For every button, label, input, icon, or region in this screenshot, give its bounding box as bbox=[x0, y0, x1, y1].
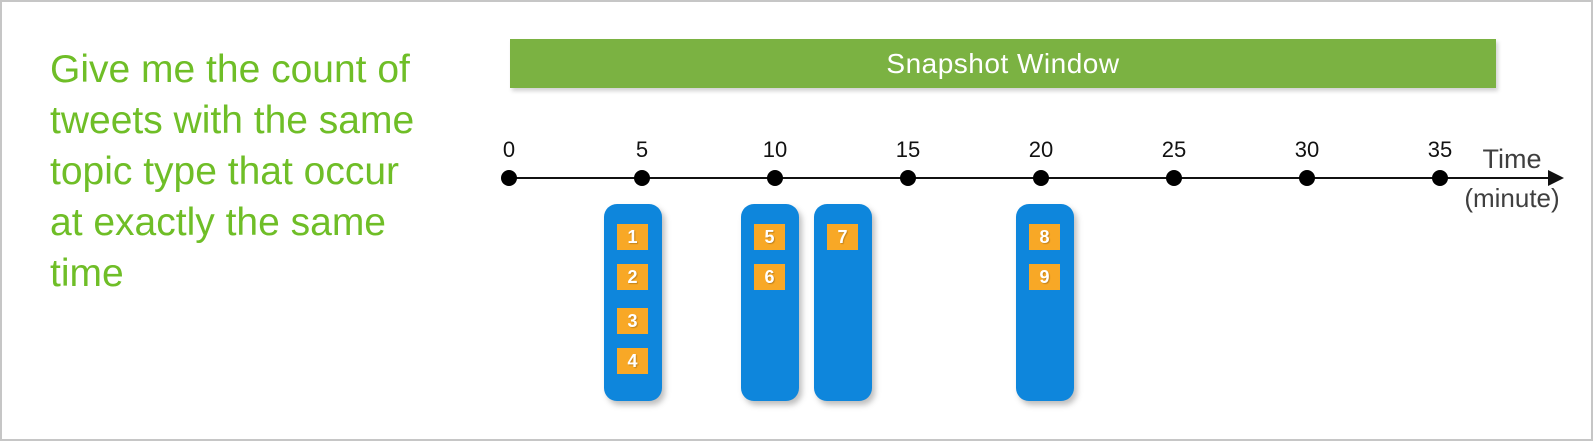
tick-label-30: 30 bbox=[1294, 137, 1320, 162]
timeline-dot-15 bbox=[900, 170, 916, 186]
question-line: at exactly the same bbox=[50, 201, 386, 244]
question-line: topic type that occur bbox=[50, 150, 400, 193]
tweet-5: 5 bbox=[754, 224, 785, 250]
tweet-9: 9 bbox=[1029, 264, 1060, 290]
tweet-1: 1 bbox=[617, 224, 648, 250]
timeline-arrowhead-icon bbox=[1548, 170, 1564, 186]
tweet-7: 7 bbox=[827, 224, 858, 250]
question-line: Give me the count of bbox=[50, 48, 410, 91]
tweet-3: 3 bbox=[617, 308, 648, 334]
tick-label-15: 15 bbox=[895, 137, 921, 162]
timeline-dot-10 bbox=[767, 170, 783, 186]
timeline-dot-5 bbox=[634, 170, 650, 186]
question-line: time bbox=[50, 252, 124, 295]
tweet-4: 4 bbox=[617, 348, 648, 374]
tick-label-10: 10 bbox=[762, 137, 788, 162]
timeline-dot-25 bbox=[1166, 170, 1182, 186]
tick-label-25: 25 bbox=[1161, 137, 1187, 162]
snapshot-window-banner: Snapshot Window bbox=[510, 39, 1496, 88]
tweet-group-minute-5: 1 2 3 4 bbox=[604, 204, 662, 401]
tick-label-20: 20 bbox=[1028, 137, 1054, 162]
timeline-axis bbox=[509, 177, 1550, 179]
tweet-2: 2 bbox=[617, 264, 648, 290]
timeline-dot-0 bbox=[501, 170, 517, 186]
snapshot-window-label: Snapshot Window bbox=[886, 47, 1120, 79]
tweet-group-minute-20: 8 9 bbox=[1016, 204, 1074, 401]
tweet-8: 8 bbox=[1029, 224, 1060, 250]
tick-label-5: 5 bbox=[635, 137, 649, 162]
axis-title-time: Time bbox=[1482, 144, 1542, 174]
tick-label-35: 35 bbox=[1427, 137, 1453, 162]
tick-label-0: 0 bbox=[502, 137, 516, 162]
timeline-dot-35 bbox=[1432, 170, 1448, 186]
question-text: Give me the count of tweets with the sam… bbox=[50, 44, 414, 299]
question-line: tweets with the same bbox=[50, 99, 415, 142]
timeline-dot-30 bbox=[1299, 170, 1315, 186]
timeline-dot-20 bbox=[1033, 170, 1049, 186]
tweet-6: 6 bbox=[754, 264, 785, 290]
axis-title-minute: (minute) bbox=[1464, 183, 1560, 213]
tweet-group-minute-12: 7 bbox=[814, 204, 872, 401]
tweet-group-minute-10: 5 6 bbox=[741, 204, 799, 401]
